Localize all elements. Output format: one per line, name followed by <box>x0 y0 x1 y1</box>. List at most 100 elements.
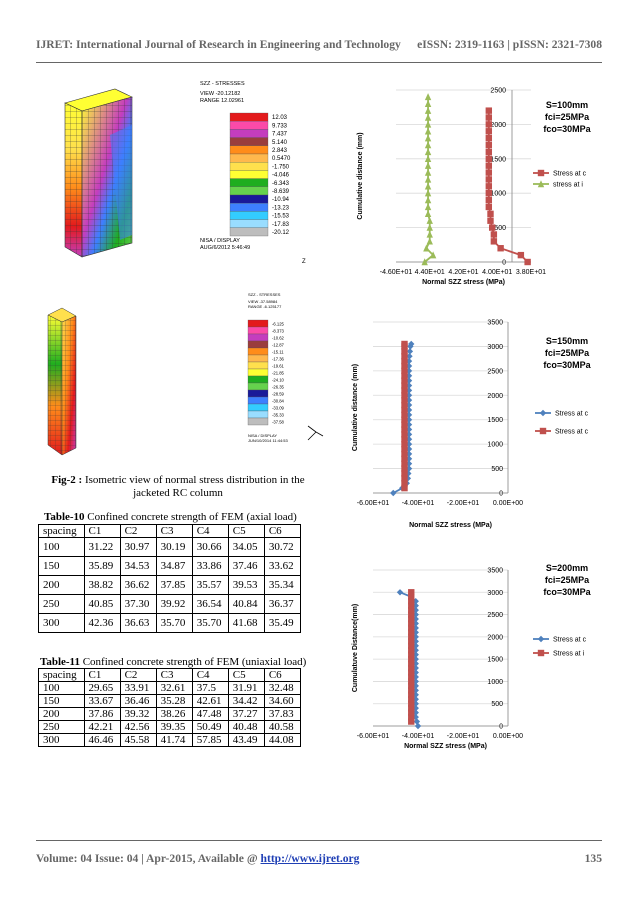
table-header-cell: C2 <box>119 524 157 538</box>
figure-caption: Fig-2 : Isometric view of normal stress … <box>38 474 318 500</box>
table-cell: 33.91 <box>119 681 157 695</box>
y-tick-label: 1500 <box>487 417 503 424</box>
table11-caption: Table-11 Confined concrete strength of F… <box>40 656 306 668</box>
table-cell: 43.49 <box>227 733 265 747</box>
legend-value: -13.23 <box>272 205 290 211</box>
table-header-cell: C6 <box>263 524 302 538</box>
data-point <box>408 709 415 716</box>
y-tick-label: 0 <box>499 724 503 731</box>
table-cell: 34.87 <box>155 556 193 576</box>
data-point <box>426 230 433 238</box>
table-cell: 36.46 <box>119 694 157 708</box>
data-point <box>414 722 422 730</box>
data-point <box>426 237 433 245</box>
data-point <box>406 353 413 360</box>
legend-swatch <box>247 326 269 335</box>
data-point <box>424 127 432 135</box>
table-cell: 300 <box>38 733 85 747</box>
legend-value: -19.61 <box>272 363 285 368</box>
data-point <box>408 700 415 707</box>
table-cell: 200 <box>38 707 85 721</box>
data-point <box>401 411 408 419</box>
data-point <box>408 678 415 685</box>
data-point <box>408 624 415 632</box>
chart-annotation: S=150mm <box>546 336 588 346</box>
legend-swatch <box>229 186 269 196</box>
y-axis-title: Cumulative distance (mm) <box>352 364 359 451</box>
data-point <box>485 114 493 121</box>
series <box>401 340 408 492</box>
data-point <box>485 176 493 183</box>
fem1-view: VIEW -20.12182 <box>200 91 240 97</box>
x-tick-label: -6.00E+01 <box>357 500 390 507</box>
data-point <box>401 480 408 487</box>
footer-link[interactable]: http://www.ijret.org <box>260 852 360 865</box>
chart-annotation: fci=25MPa <box>545 348 590 358</box>
y-tick-label: 2000 <box>487 393 503 400</box>
data-point <box>539 409 547 417</box>
table-cell: 35.70 <box>155 613 193 633</box>
data-point <box>408 713 415 721</box>
data-point <box>408 340 415 348</box>
data-point <box>401 357 408 365</box>
table-cell: 40.48 <box>227 720 265 734</box>
series <box>421 93 437 266</box>
table-cell: 39.32 <box>119 707 157 721</box>
data-point <box>412 615 419 623</box>
data-point <box>396 589 404 596</box>
fem1-legend: 12.03 9.733 7.437 5.140 2.843 0.5470 -1.750 -4.… <box>229 112 291 237</box>
fem-figure-2: SZZ - STRESSES VIEW -37.58984 RANGE -6.1… <box>47 292 324 456</box>
x-tick-label: 0.00E+00 <box>493 500 523 507</box>
table-row: 150 35.89 34.53 34.87 33.86 37.46 33.62 <box>38 556 302 576</box>
data-point <box>412 673 419 681</box>
x-tick-label: 3.80E+01 <box>516 269 546 276</box>
data-point <box>401 387 408 394</box>
y-tick-label: 1500 <box>490 156 506 163</box>
table-cell: 40.84 <box>227 594 265 614</box>
legend-value: -10.62 <box>272 335 285 340</box>
data-point <box>408 673 415 681</box>
legend-swatch <box>247 410 269 419</box>
x-tick-label: 4.40E+01 <box>415 269 445 276</box>
legend-value: -24.10 <box>272 377 285 382</box>
table-cell: 42.61 <box>191 694 229 708</box>
table-row: 300 42.36 36.63 35.70 35.70 41.68 35.49 <box>38 613 302 633</box>
legend-swatch <box>229 219 269 228</box>
data-point <box>485 169 493 176</box>
table-cell: 36.37 <box>263 594 302 614</box>
data-point <box>537 180 545 188</box>
data-point <box>401 340 408 348</box>
y-tick-label: 2000 <box>490 122 506 129</box>
table-cell: 33.67 <box>83 694 121 708</box>
data-point <box>485 128 493 135</box>
footer-volume-text: Volume: 04 Issue: 04 | Apr-2015, Availab… <box>36 852 261 865</box>
legend-swatch <box>247 396 269 405</box>
table-header-cell: spacing <box>38 668 85 682</box>
legend-value: -15.53 <box>272 214 290 220</box>
data-point <box>408 620 415 627</box>
table-cell: 39.35 <box>155 720 193 734</box>
figure-caption-text: Isometric view of normal stress distribu… <box>82 474 305 499</box>
data-point <box>412 642 419 649</box>
data-point <box>401 362 408 370</box>
table-cell: 200 <box>38 575 85 595</box>
data-point <box>408 593 415 600</box>
table-cell: 37.86 <box>83 707 121 721</box>
table-cell: 38.26 <box>155 707 193 721</box>
data-point <box>424 196 432 204</box>
data-point <box>490 238 498 245</box>
legend-swatch <box>247 382 269 391</box>
x-tick-label: 4.20E+01 <box>448 269 478 276</box>
table-cell: 31.22 <box>83 537 121 557</box>
legend-swatch <box>229 170 269 179</box>
data-point <box>408 682 415 690</box>
y-tick-label: 3500 <box>487 568 503 575</box>
legend-value: -8.373 <box>272 328 285 333</box>
y-tick-label: 3000 <box>487 344 503 351</box>
table10-label: Table-10 <box>44 511 85 523</box>
x-tick-label: -4.00E+01 <box>402 500 435 507</box>
footer-rule <box>36 840 602 841</box>
table-row: 150 33.67 36.46 35.28 42.61 34.42 34.60 <box>38 694 302 708</box>
figure-label: Fig-2 : <box>51 474 83 486</box>
y-axis-title: Cumulatuve Distance(mm) <box>352 604 359 692</box>
